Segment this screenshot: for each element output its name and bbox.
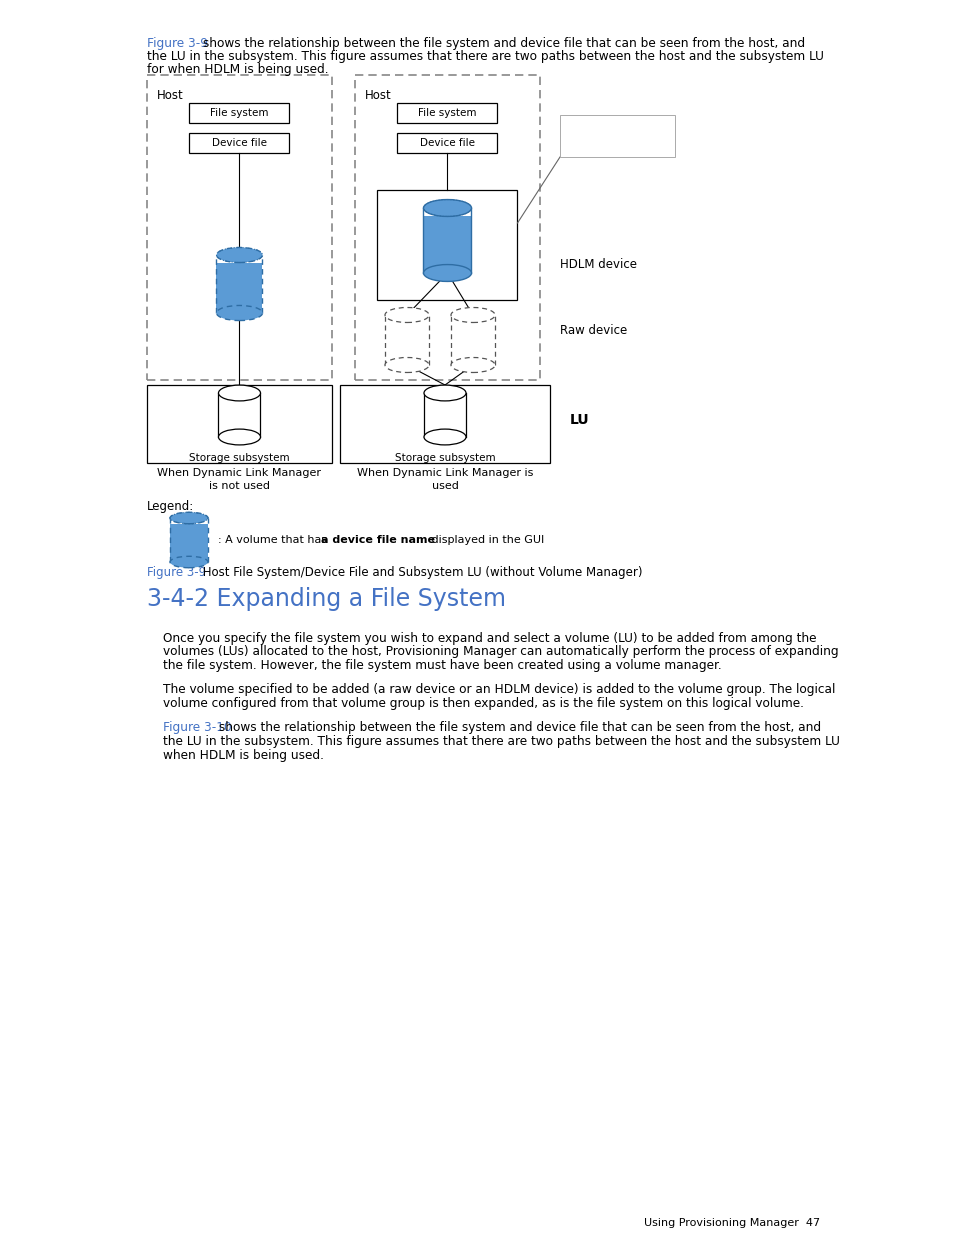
Text: LU: LU (569, 412, 589, 427)
Bar (147, 385, 332, 463)
Text: File system: File system (210, 107, 269, 119)
Ellipse shape (423, 429, 465, 445)
Bar (423, 216, 471, 273)
Bar (218, 401, 260, 437)
Bar (190, 133, 289, 153)
Bar (423, 401, 465, 437)
Text: a device file name: a device file name (320, 535, 435, 545)
Text: 3-4-2 Expanding a File System: 3-4-2 Expanding a File System (147, 587, 505, 611)
Bar (216, 263, 262, 312)
Text: Raw device: Raw device (559, 324, 626, 336)
Text: the LU in the subsystem. This figure assumes that there are two paths between th: the LU in the subsystem. This figure ass… (147, 49, 823, 63)
Text: displayed in the GUI: displayed in the GUI (428, 535, 543, 545)
Ellipse shape (216, 247, 262, 263)
Text: for when HDLM is being used.: for when HDLM is being used. (147, 63, 328, 77)
Text: Host: Host (157, 89, 184, 103)
Ellipse shape (423, 200, 471, 216)
Bar (385, 322, 429, 366)
Bar (559, 115, 675, 157)
Text: Once you specify the file system you wish to expand and select a volume (LU) to : Once you specify the file system you wis… (163, 632, 816, 645)
Text: shows the relationship between the file system and device file that can be seen : shows the relationship between the file … (199, 37, 804, 49)
Text: File system: File system (417, 107, 476, 119)
Text: The volume specified to be added (a raw device or an HDLM device) is added to th: The volume specified to be added (a raw … (163, 683, 835, 697)
Text: Storage subsystem: Storage subsystem (395, 453, 495, 463)
Text: Legend:: Legend: (147, 500, 194, 513)
Text: Storage subsystem: Storage subsystem (189, 453, 290, 463)
Bar (397, 133, 497, 153)
Ellipse shape (218, 385, 260, 401)
Ellipse shape (218, 429, 260, 445)
Ellipse shape (451, 357, 495, 373)
Text: When Dynamic Link Manager
is not used: When Dynamic Link Manager is not used (157, 468, 321, 492)
Text: HDLM device: HDLM device (559, 258, 637, 272)
Bar (451, 322, 495, 366)
Text: When Dynamic Link Manager is
used: When Dynamic Link Manager is used (356, 468, 533, 492)
Ellipse shape (451, 308, 495, 322)
Text: the file system. However, the file system must have been created using a volume : the file system. However, the file syste… (163, 659, 720, 672)
Text: Device file: Device file (419, 138, 475, 148)
Ellipse shape (385, 308, 429, 322)
Text: Device file: Device file (212, 138, 267, 148)
Text: Figure 3-9: Figure 3-9 (147, 566, 206, 579)
Text: the LU in the subsystem. This figure assumes that there are two paths between th: the LU in the subsystem. This figure ass… (163, 735, 839, 748)
Text: when HDLM is being used.: when HDLM is being used. (163, 748, 323, 762)
Ellipse shape (423, 385, 465, 401)
Bar (339, 385, 550, 463)
Ellipse shape (170, 513, 208, 524)
Text: Using Provisioning Manager  47: Using Provisioning Manager 47 (643, 1218, 820, 1228)
Ellipse shape (170, 556, 208, 568)
Bar (377, 190, 517, 300)
Text: Host File System/Device File and Subsystem LU (without Volume Manager): Host File System/Device File and Subsyst… (199, 566, 641, 579)
Ellipse shape (216, 305, 262, 321)
Text: : A volume that has: : A volume that has (218, 535, 331, 545)
Text: volume configured from that volume group is then expanded, as is the file system: volume configured from that volume group… (163, 697, 803, 710)
Text: volumes (LUs) allocated to the host, Provisioning Manager can automatically perf: volumes (LUs) allocated to the host, Pro… (163, 646, 838, 658)
Text: Dynamic Link
Manager: Dynamic Link Manager (577, 122, 657, 149)
Bar (355, 75, 539, 380)
Bar (170, 524, 208, 562)
Ellipse shape (423, 264, 471, 282)
Text: Figure 3-10: Figure 3-10 (163, 721, 232, 735)
Text: Figure 3-9: Figure 3-9 (147, 37, 208, 49)
Bar (190, 103, 289, 124)
Text: Host: Host (365, 89, 392, 103)
Ellipse shape (385, 357, 429, 373)
Bar (397, 103, 497, 124)
Bar (147, 75, 332, 380)
Text: shows the relationship between the file system and device file that can be seen : shows the relationship between the file … (214, 721, 821, 735)
